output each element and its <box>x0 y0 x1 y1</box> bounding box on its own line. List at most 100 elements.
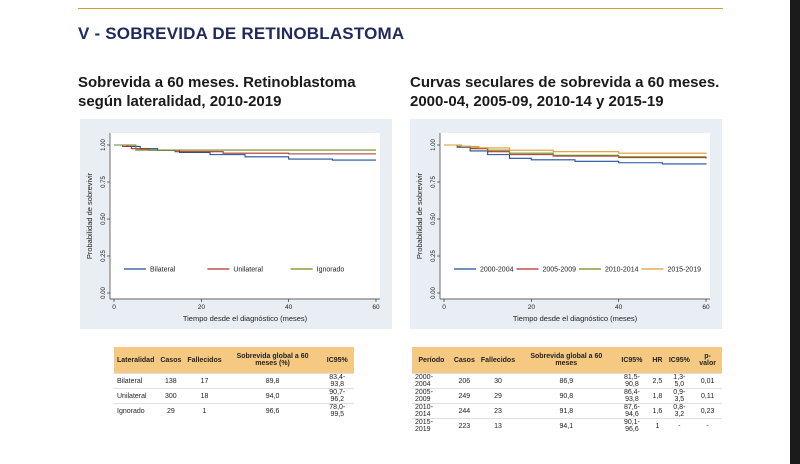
x-tick-label: 20 <box>528 304 536 311</box>
table-cell: 1,6 <box>649 403 666 419</box>
table-header-row: Lateralidad Casos Fallecidos Sobrevida glob… <box>114 347 354 374</box>
survival-chart-periods: 0.00 0.25 0.50 0.75 1.00 0 20 40 60 Probabilidad … <box>410 119 722 329</box>
table-cell: 94,1 <box>518 418 615 433</box>
table-cell: 17 <box>184 373 225 389</box>
table-row: Bilateral 138 17 89,8 83,4-93,8 <box>114 373 354 389</box>
y-axis-label: Probabilidad de sobrevivir <box>85 172 94 259</box>
table-row: 2000-2004 206 30 86,9 81,5-90,8 2,5 1,3-5,0 0,0… <box>412 373 722 389</box>
x-axis-label: Tiempo desde el diagnóstico (meses) <box>513 314 638 323</box>
table-row: 2010-2014 244 23 91,8 87,6-94,6 1,6 0,8-3,2 0,2… <box>412 403 722 419</box>
x-tick-label: 60 <box>702 304 710 311</box>
y-tick-label: 1.00 <box>101 139 107 151</box>
chart-svg-periods: 0.00 0.25 0.50 0.75 1.00 0 20 40 60 Probabilidad … <box>410 119 722 329</box>
legend-label: 2015-2019 <box>668 267 702 274</box>
table-cell: 91,8 <box>518 403 615 419</box>
table-cell: 96,6 <box>224 403 321 418</box>
right-chart-title: Curvas seculares de sobrevida a 60 meses… <box>410 74 720 110</box>
table-header-cell: Sobrevida global a 60 meses <box>518 347 615 374</box>
x-tick-label: 40 <box>615 304 623 311</box>
survival-curve-2015-2019 <box>444 144 707 154</box>
plot-area <box>110 133 380 299</box>
chart-svg-laterality: 0.00 0.25 0.50 0.75 1.00 0 20 40 60 Probabilidad … <box>80 119 392 329</box>
table-row: Unilateral 300 18 94,0 90,7-96,2 <box>114 388 354 404</box>
table-cell: 2000-2004 <box>412 373 451 389</box>
y-tick-label: 0.75 <box>431 176 437 188</box>
table-cell: 0,9-3,5 <box>665 388 694 404</box>
left-chart-title: Sobrevida a 60 meses. Retinoblastoma seg… <box>78 74 356 110</box>
table-header-cell: Casos <box>450 347 478 374</box>
table-cell: 223 <box>450 418 478 433</box>
legend-label: Bilateral <box>150 267 176 274</box>
table-cell: 138 <box>157 373 185 389</box>
table-cell: 90,7-96,2 <box>320 388 354 404</box>
table-row: 2005-2009 249 29 90,8 86,4-93,8 1,8 0,9-3,5 0,1… <box>412 388 722 404</box>
table-cell: 13 <box>477 418 519 433</box>
table-cell: 249 <box>450 388 478 404</box>
table-cell: 1 <box>649 418 666 433</box>
table-cell: 18 <box>184 388 225 404</box>
table-cell: 1,8 <box>649 388 666 404</box>
y-tick-label: 0.50 <box>101 213 107 225</box>
y-tick-label: 0.25 <box>101 250 107 262</box>
table-cell: 87,6-94,6 <box>614 403 650 419</box>
survival-curve-ignorado <box>114 144 376 151</box>
y-tick-label: 0.75 <box>101 176 107 188</box>
legend-label: Ignorado <box>317 267 345 274</box>
section-title: V - SOBREVIDA DE RETINOBLASTOMA <box>78 24 405 43</box>
table-cell: 30 <box>477 373 519 389</box>
legend-label: 2000-2004 <box>480 267 514 274</box>
y-axis-label: Probabilidad de sobrevivir <box>415 172 424 259</box>
x-tick-label: 40 <box>285 304 293 311</box>
top-divider <box>78 8 723 9</box>
x-tick-label: 0 <box>112 304 116 311</box>
table-header-cell: IC95% <box>665 347 694 374</box>
table-header-cell: p-valor <box>693 347 722 374</box>
table-cell: 23 <box>477 403 519 419</box>
table-header-cell: Casos <box>157 347 185 374</box>
table-cell: 83,4-93,8 <box>320 373 354 389</box>
table-cell: Ignorado <box>114 403 158 418</box>
table-cell: 206 <box>450 373 478 389</box>
table-cell: 0,23 <box>693 403 722 419</box>
table-header-cell: IC95% <box>320 347 354 374</box>
table-cell: Unilateral <box>114 388 158 404</box>
table-cell: 244 <box>450 403 478 419</box>
table-header-cell: Fallecidos <box>477 347 519 374</box>
table-row: Ignorado 29 1 96,6 78,0-99,5 <box>114 403 354 418</box>
table-cell: Bilateral <box>114 373 158 389</box>
y-tick-label: 1.00 <box>431 139 437 151</box>
table-cell: 2010-2014 <box>412 403 451 419</box>
x-axis-label: Tiempo desde el diagnóstico (meses) <box>183 314 308 323</box>
table-cell: 86,9 <box>518 373 615 389</box>
y-tick-label: 0.25 <box>431 250 437 262</box>
table-cell: 94,0 <box>224 388 321 404</box>
table-cell: 0,01 <box>693 373 722 389</box>
x-tick-label: 0 <box>442 304 446 311</box>
table-cell: 29 <box>477 388 519 404</box>
table-cell: 2,5 <box>649 373 666 389</box>
table-cell: 2005-2009 <box>412 388 451 404</box>
legend-label: 2010-2014 <box>605 267 639 274</box>
x-tick-label: 20 <box>198 304 206 311</box>
survival-curve-bilateral <box>114 144 376 161</box>
table-cell: 29 <box>157 403 185 418</box>
legend-label: 2005-2009 <box>543 267 577 274</box>
table-cell: 0,11 <box>693 388 722 404</box>
table-header-cell: Lateralidad <box>114 347 158 374</box>
table-header-cell: Período <box>412 347 451 374</box>
table-header-cell: Sobrevida global a 60 meses (%) <box>224 347 321 374</box>
table-header-row: Período Casos Fallecidos Sobrevida global a… <box>412 347 722 374</box>
period-table: Período Casos Fallecidos Sobrevida global a… <box>412 347 722 433</box>
table-cell: 1 <box>184 403 225 418</box>
table-cell: 90,8 <box>518 388 615 404</box>
y-tick-label: 0.50 <box>431 213 437 225</box>
table-cell: 2015-2019 <box>412 418 451 433</box>
table-cell: 300 <box>157 388 185 404</box>
laterality-table: Lateralidad Casos Fallecidos Sobrevida glob… <box>114 347 354 418</box>
table-cell: 1,3-5,0 <box>665 373 694 389</box>
table-cell: 90,1-96,6 <box>614 418 650 433</box>
survival-chart-laterality: 0.00 0.25 0.50 0.75 1.00 0 20 40 60 Probabilidad … <box>80 119 392 329</box>
table-header-cell: Fallecidos <box>184 347 225 374</box>
table-cell: 86,4-93,8 <box>614 388 650 404</box>
